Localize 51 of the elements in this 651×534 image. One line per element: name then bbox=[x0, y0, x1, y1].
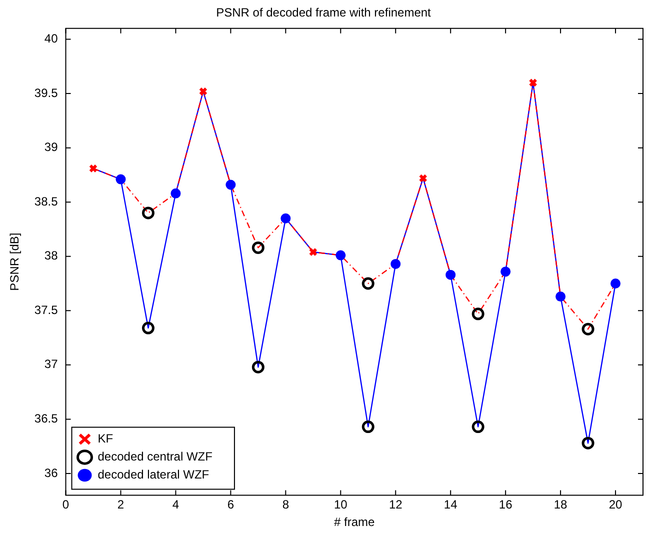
x-axis-title: # frame bbox=[334, 515, 376, 530]
legend-label: decoded central WZF bbox=[98, 450, 212, 464]
y-tick-label: 39.5 bbox=[34, 86, 58, 100]
point bbox=[88, 164, 98, 173]
x-tick-label: 20 bbox=[608, 498, 623, 512]
point bbox=[472, 420, 484, 434]
y-tick-label: 40 bbox=[44, 32, 58, 46]
point bbox=[308, 248, 318, 256]
x-tick-label: 4 bbox=[172, 498, 180, 512]
point bbox=[556, 292, 566, 302]
chart-title: PSNR of decoded frame with refinement bbox=[216, 6, 432, 20]
point bbox=[142, 206, 154, 220]
y-tick-label: 36 bbox=[44, 466, 58, 480]
point bbox=[362, 420, 374, 434]
y-tick-label: 37 bbox=[44, 357, 58, 372]
point bbox=[582, 436, 594, 450]
point bbox=[198, 87, 208, 96]
point bbox=[500, 266, 511, 277]
x-tick-label: 6 bbox=[227, 498, 234, 512]
point bbox=[170, 188, 181, 198]
point bbox=[226, 180, 236, 190]
point bbox=[252, 360, 264, 374]
x-tick-label: 14 bbox=[444, 498, 458, 512]
point bbox=[252, 241, 264, 254]
x-tick-label: 10 bbox=[334, 498, 348, 512]
y-tick-label: 38.5 bbox=[34, 194, 58, 208]
point bbox=[336, 250, 346, 260]
point bbox=[582, 322, 594, 336]
point bbox=[528, 78, 538, 88]
point bbox=[142, 322, 154, 334]
y-tick-label: 39 bbox=[44, 140, 58, 154]
point bbox=[390, 258, 401, 269]
point bbox=[362, 277, 374, 290]
x-tick-label: 18 bbox=[554, 498, 568, 512]
legend-label: decoded lateral WZF bbox=[98, 468, 210, 482]
point bbox=[418, 174, 428, 183]
legend-label: KF bbox=[98, 432, 114, 446]
y-tick-label: 38 bbox=[44, 248, 58, 263]
x-tick-label: 0 bbox=[62, 498, 70, 512]
point bbox=[280, 213, 291, 224]
x-tick-label: 16 bbox=[498, 498, 513, 512]
y-tick-label: 36.5 bbox=[34, 412, 58, 426]
point bbox=[610, 278, 621, 289]
x-tick-label: 8 bbox=[282, 498, 290, 512]
x-tick-label: 12 bbox=[388, 498, 403, 512]
point bbox=[446, 270, 456, 280]
y-axis-title: PSNR [dB] bbox=[8, 232, 22, 291]
y-tick-label: 37.5 bbox=[34, 302, 58, 317]
x-tick-label: 2 bbox=[117, 498, 124, 512]
point bbox=[116, 174, 126, 184]
point bbox=[472, 308, 484, 320]
